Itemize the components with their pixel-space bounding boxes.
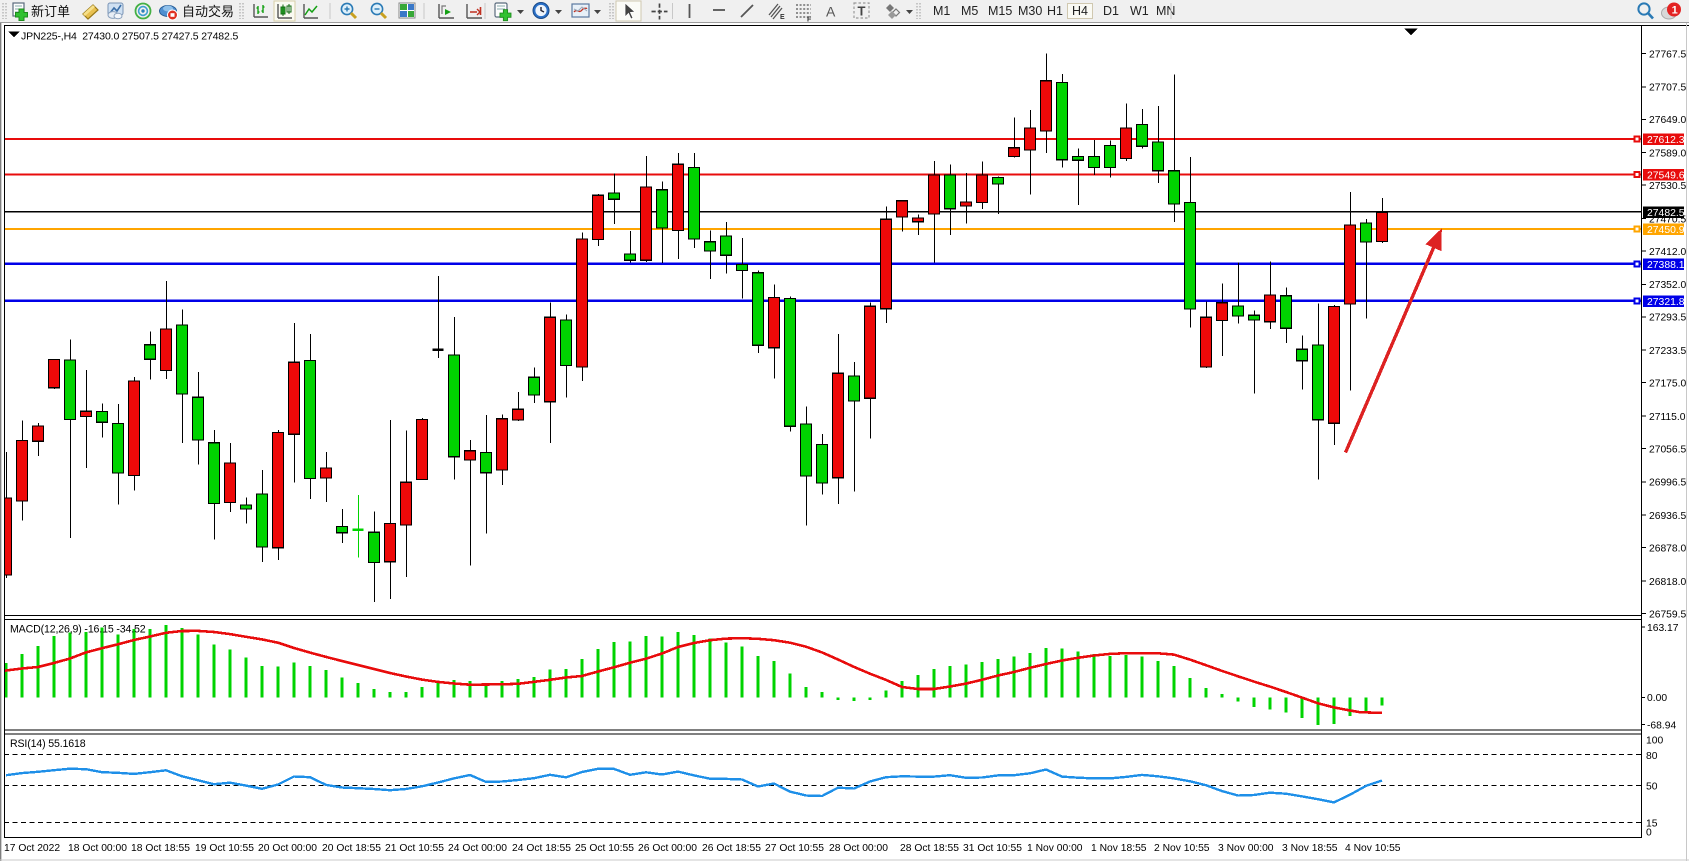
svg-text:27549.6: 27549.6 [1647,171,1685,182]
svg-text:21 Oct 10:55: 21 Oct 10:55 [385,843,444,854]
svg-text:26818.0: 26818.0 [1649,577,1686,588]
svg-text:28 Oct 00:00: 28 Oct 00:00 [829,843,888,854]
svg-text:27 Oct 10:55: 27 Oct 10:55 [765,843,824,854]
svg-text:20 Oct 00:00: 20 Oct 00:00 [258,843,317,854]
svg-text:JPN225-,H4 27430.0 27507.5 27: JPN225-,H4 27430.0 27507.5 27427.5 27482… [21,31,238,43]
svg-text:27649.0: 27649.0 [1649,115,1686,126]
svg-text:1 Nov 00:00: 1 Nov 00:00 [1027,843,1083,854]
svg-text:27470.5: 27470.5 [1649,214,1686,225]
svg-text:0: 0 [1646,828,1652,839]
svg-text:18 Oct 18:55: 18 Oct 18:55 [131,843,190,854]
svg-text:E: E [780,14,785,21]
svg-text:27115.0: 27115.0 [1649,412,1686,423]
svg-text:26936.5: 26936.5 [1649,511,1686,522]
svg-text:1: 1 [1672,5,1678,17]
svg-text:27056.5: 27056.5 [1649,444,1686,455]
svg-text:27707.5: 27707.5 [1649,83,1686,94]
svg-text:27482.5: 27482.5 [1647,208,1685,219]
svg-text:163.17: 163.17 [1647,623,1679,634]
svg-text:26 Oct 00:00: 26 Oct 00:00 [638,843,697,854]
svg-text:31 Oct 10:55: 31 Oct 10:55 [963,843,1022,854]
svg-text:3 Nov 00:00: 3 Nov 00:00 [1218,843,1274,854]
svg-text:27293.5: 27293.5 [1649,313,1686,324]
svg-text:17 Oct 2022: 17 Oct 2022 [4,843,60,854]
svg-text:27388.1: 27388.1 [1647,260,1685,271]
svg-text:27530.5: 27530.5 [1649,181,1686,192]
svg-text:2 Nov 10:55: 2 Nov 10:55 [1154,843,1210,854]
svg-text:27612.3: 27612.3 [1647,135,1685,146]
svg-text:T: T [858,4,866,19]
svg-text:25 Oct 10:55: 25 Oct 10:55 [575,843,634,854]
svg-text:-68.94: -68.94 [1647,720,1676,731]
svg-text:20 Oct 18:55: 20 Oct 18:55 [322,843,381,854]
svg-text:27321.8: 27321.8 [1647,297,1685,308]
svg-text:27412.0: 27412.0 [1649,247,1686,258]
svg-text:MACD(12,26,9) -16.15 -34.52: MACD(12,26,9) -16.15 -34.52 [10,624,146,636]
svg-text:80: 80 [1646,751,1658,762]
svg-text:26996.5: 26996.5 [1649,478,1686,489]
svg-text:26878.0: 26878.0 [1649,544,1686,555]
svg-text:28 Oct 18:55: 28 Oct 18:55 [900,843,959,854]
svg-text:4 Nov 10:55: 4 Nov 10:55 [1345,843,1401,854]
svg-text:100: 100 [1646,735,1663,746]
svg-text:15: 15 [1646,819,1658,830]
svg-text:F: F [807,17,812,24]
svg-text:1 Nov 18:55: 1 Nov 18:55 [1091,843,1147,854]
svg-text:新订单: 新订单 [31,4,70,19]
svg-text:27589.0: 27589.0 [1649,149,1686,160]
svg-text:26759.5: 26759.5 [1649,609,1686,620]
svg-text:50: 50 [1646,781,1658,792]
svg-text:24 Oct 00:00: 24 Oct 00:00 [448,843,507,854]
svg-text:27450.9: 27450.9 [1647,225,1685,236]
svg-text:26 Oct 18:55: 26 Oct 18:55 [702,843,761,854]
svg-text:3 Nov 18:55: 3 Nov 18:55 [1282,843,1338,854]
svg-text:RSI(14) 55.1618: RSI(14) 55.1618 [10,738,86,750]
svg-text:27233.5: 27233.5 [1649,346,1686,357]
svg-text:19 Oct 10:55: 19 Oct 10:55 [195,843,254,854]
svg-text:0.00: 0.00 [1647,693,1667,704]
svg-text:24 Oct 18:55: 24 Oct 18:55 [512,843,571,854]
svg-text:自动交易: 自动交易 [182,4,234,19]
svg-text:27352.0: 27352.0 [1649,280,1686,291]
svg-text:27175.0: 27175.0 [1649,379,1686,390]
svg-text:27767.5: 27767.5 [1649,49,1686,60]
svg-text:A: A [826,4,836,20]
svg-text:18 Oct 00:00: 18 Oct 00:00 [68,843,127,854]
